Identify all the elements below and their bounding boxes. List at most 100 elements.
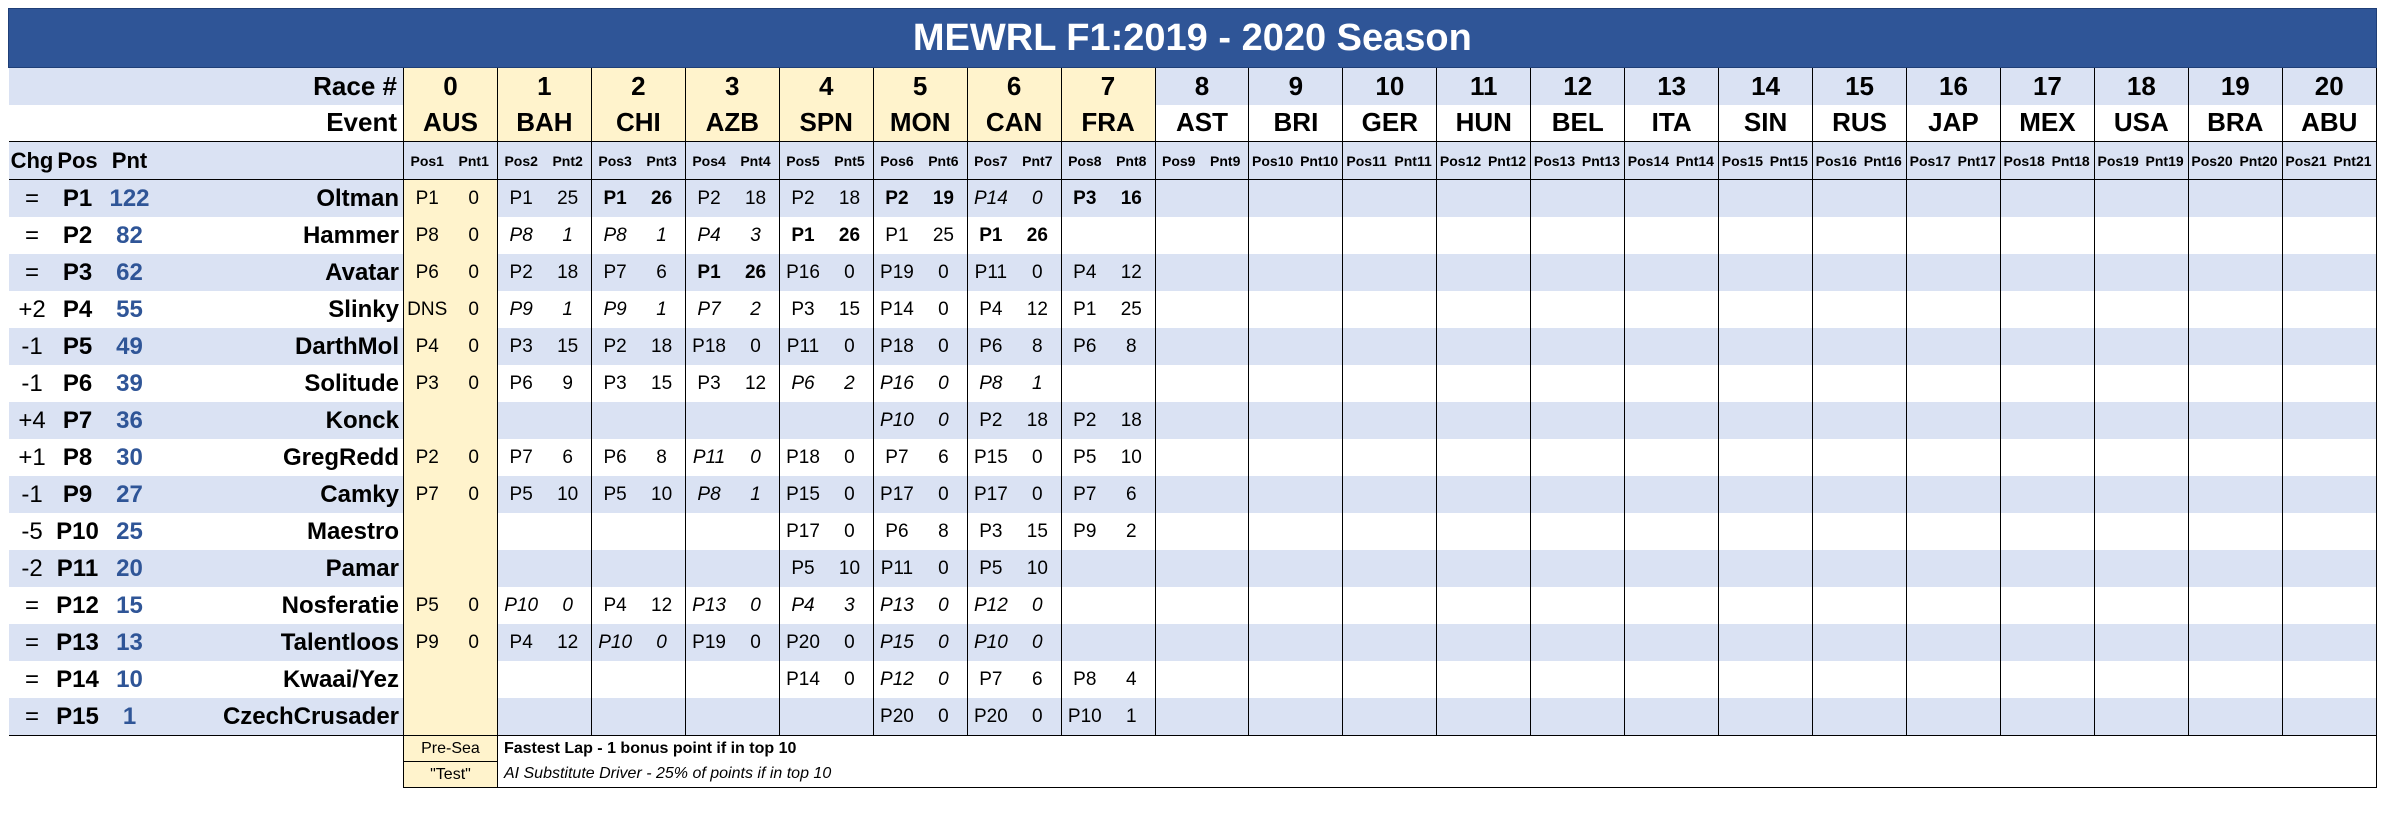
table-row: -1 P9 27 Camky P7 0 P5 10 P5 10 P8 1 P15 0 P17 0 P17 0 P7 6 bbox=[8, 476, 2377, 513]
race-points bbox=[1201, 328, 1250, 365]
race-position: P13 bbox=[692, 594, 726, 616]
race-position bbox=[2188, 254, 2235, 291]
race-points bbox=[1389, 217, 1438, 254]
col-header-pnt: Pnt20 bbox=[2235, 141, 2283, 180]
race-points bbox=[1295, 254, 1344, 291]
race-position bbox=[1249, 291, 1296, 328]
race-points: 26 bbox=[826, 217, 874, 254]
total-points: 39 bbox=[116, 369, 143, 397]
race-number: 18 bbox=[2093, 67, 2189, 105]
race-points bbox=[1577, 698, 1626, 736]
race-points bbox=[1295, 661, 1344, 698]
race-position bbox=[403, 661, 451, 698]
race-number: 1 bbox=[496, 67, 592, 105]
table-row: -5 P10 25 Maestro P17 0 P6 8 P3 15 P9 2 bbox=[9, 513, 2377, 550]
race-position: P6 bbox=[1073, 335, 1097, 357]
race-points bbox=[1577, 179, 1626, 217]
race-points bbox=[2141, 217, 2189, 254]
race-points bbox=[1671, 217, 1720, 254]
race-points bbox=[1953, 217, 2001, 254]
race-position bbox=[2282, 291, 2329, 328]
race-points bbox=[1483, 365, 1532, 402]
race-points bbox=[1483, 254, 1532, 291]
race-position bbox=[2000, 624, 2047, 661]
race-points bbox=[1671, 476, 1720, 513]
race-points bbox=[450, 513, 498, 550]
legend-spacer bbox=[9, 762, 404, 788]
race-position: P1 bbox=[885, 224, 909, 246]
event-code: SPN bbox=[778, 104, 874, 142]
race-points: 0 bbox=[920, 365, 968, 402]
race-points bbox=[2141, 402, 2189, 439]
col-header-pnt: Pnt14 bbox=[1671, 141, 1720, 180]
race-points bbox=[1295, 476, 1344, 513]
race-points bbox=[1577, 365, 1626, 402]
race-position bbox=[497, 661, 544, 698]
col-header-pnt: Pnt bbox=[111, 147, 148, 173]
race-points bbox=[1671, 661, 1720, 698]
race-position: P11 bbox=[974, 261, 1008, 283]
position-change: = bbox=[24, 628, 39, 656]
race-points bbox=[1577, 254, 1626, 291]
race-position bbox=[1249, 587, 1296, 624]
table-row: = P13 13 Talentloos P9 0 P4 12 P10 0 P19 0 P20 0 P15 0 P… bbox=[8, 624, 2377, 661]
col-header-chg: Chg bbox=[10, 147, 54, 173]
race-points bbox=[2329, 587, 2377, 624]
race-points bbox=[2235, 179, 2283, 217]
race-position bbox=[2000, 550, 2047, 587]
race-position bbox=[1907, 254, 1954, 291]
race-position: P7 bbox=[1073, 483, 1097, 505]
race-position bbox=[1813, 476, 1860, 513]
driver-name: Hammer bbox=[159, 217, 404, 254]
race-position bbox=[1625, 476, 1672, 513]
race-points: 15 bbox=[826, 291, 874, 328]
race-points: 2 bbox=[732, 291, 780, 328]
race-position bbox=[591, 513, 638, 550]
race-points bbox=[826, 698, 874, 736]
race-position bbox=[779, 698, 826, 736]
race-position bbox=[2000, 217, 2047, 254]
legend-substitute: AI Substitute Driver - 25% of points if … bbox=[497, 761, 2377, 788]
standing-position: P1 bbox=[62, 184, 93, 212]
race-number: 15 bbox=[1812, 67, 1907, 105]
race-points bbox=[1577, 217, 1626, 254]
race-position: P7 bbox=[403, 476, 451, 513]
race-points bbox=[1295, 439, 1344, 476]
event-code: BRI bbox=[1248, 104, 1344, 142]
race-position bbox=[1625, 328, 1672, 365]
race-number: 7 bbox=[1060, 67, 1156, 105]
race-number: 0 bbox=[403, 67, 498, 105]
race-position: P8 bbox=[403, 217, 451, 254]
race-position bbox=[1061, 587, 1108, 624]
race-points bbox=[2235, 217, 2283, 254]
race-position bbox=[1343, 328, 1390, 365]
race-points: 2 bbox=[1108, 513, 1156, 550]
race-points: 10 bbox=[544, 476, 592, 513]
race-points: 0 bbox=[826, 513, 874, 550]
race-position bbox=[591, 402, 638, 439]
race-position bbox=[1719, 476, 1766, 513]
race-number: 14 bbox=[1718, 67, 1814, 105]
col-header-pos: Pos2 bbox=[504, 152, 538, 169]
event-code: AUS bbox=[403, 104, 498, 142]
table-row: = P14 10 Kwaai/Yez P14 0 P12 0 P7 6 P8 4 bbox=[9, 661, 2377, 698]
race-points bbox=[2329, 550, 2377, 587]
race-points bbox=[638, 698, 686, 736]
table-row: = P12 15 Nosferatie P5 0 P10 0 P4 12 P13 0 P4 3 P13 0 P1… bbox=[9, 587, 2377, 624]
race-points bbox=[1953, 439, 2001, 476]
race-points bbox=[638, 661, 686, 698]
position-change: = bbox=[24, 665, 39, 693]
race-points bbox=[2329, 254, 2377, 291]
race-position bbox=[2188, 365, 2235, 402]
race-points bbox=[1108, 587, 1156, 624]
race-points: 10 bbox=[826, 550, 874, 587]
race-points: 10 bbox=[1108, 439, 1156, 476]
race-position: P4 bbox=[979, 298, 1003, 320]
col-header-pnt: Pnt18 bbox=[2047, 141, 2095, 180]
race-position bbox=[2000, 439, 2047, 476]
race-points bbox=[1483, 624, 1532, 661]
race-position bbox=[1531, 402, 1578, 439]
race-points bbox=[638, 513, 686, 550]
race-points: 0 bbox=[732, 439, 780, 476]
race-position bbox=[1437, 439, 1484, 476]
